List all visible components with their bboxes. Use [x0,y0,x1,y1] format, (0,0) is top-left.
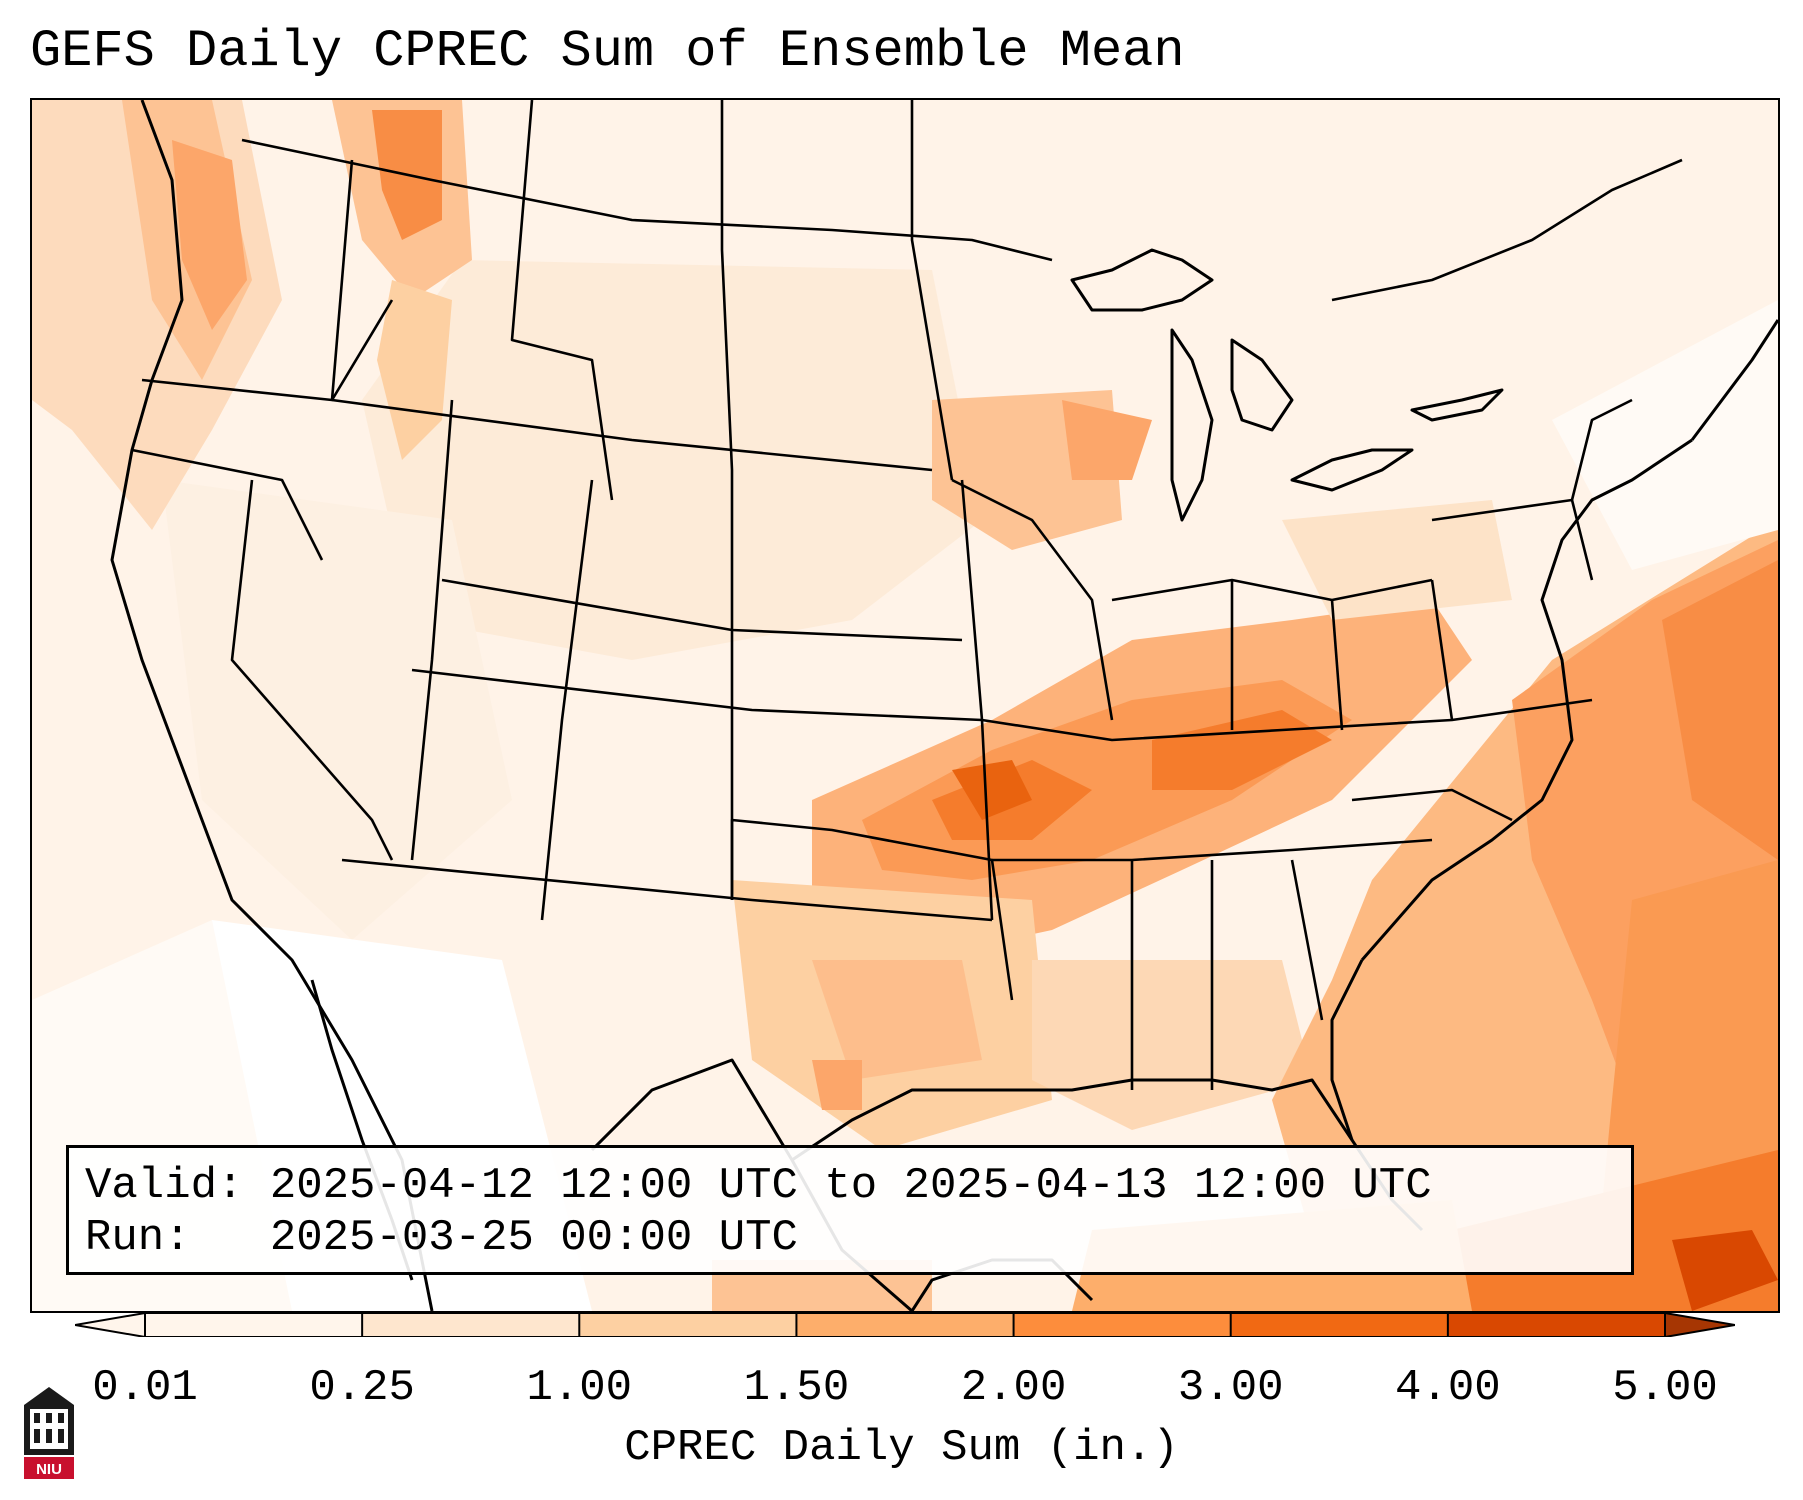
colorbar-tick-label: 3.00 [1177,1363,1284,1413]
colorbar-extend-high [1665,1313,1735,1337]
colorbar-segment [1013,1313,1232,1337]
colorbar-extend-low [75,1313,145,1337]
colorbar-tick-label: 2.00 [960,1363,1067,1413]
colorbar [75,1313,1735,1337]
colorbar-segment [796,1313,1015,1337]
map-title: GEFS Daily CPREC Sum of Ensemble Mean [30,22,1185,81]
colorbar-label: CPREC Daily Sum (in.) [624,1423,1179,1473]
colorbar-tick-label: 4.00 [1395,1363,1501,1413]
colorbar-ticks [144,1313,1666,1337]
colorbar-segment [145,1313,363,1337]
logo-text: NIU [36,1461,62,1478]
state-borders [131,100,1683,1090]
colorbar-tick-label: 1.00 [526,1363,633,1413]
colorbar-tick-label: 1.50 [743,1363,850,1413]
niu-logo-icon: NIU [24,1387,74,1479]
run-time-text: Run: 2025-03-25 00:00 UTC [85,1213,798,1263]
precip-field [32,100,1778,1311]
colorbar-segment [579,1313,797,1337]
valid-run-info-box: Valid: 2025-04-12 12:00 UTC to 2025-04-1… [66,1145,1634,1275]
colorbar-tick-label: 0.01 [92,1363,198,1413]
colorbar-segment [1447,1313,1666,1337]
colorbar-segments [75,1313,1735,1337]
map-panel [30,98,1780,1313]
valid-time-text: Valid: 2025-04-12 12:00 UTC to 2025-04-1… [85,1161,1432,1211]
colorbar-tick-label: 0.25 [309,1363,415,1413]
colorbar-segment [362,1313,580,1337]
precip-map [32,100,1778,1311]
colorbar-tick-label: 5.00 [1612,1363,1718,1413]
colorbar-segment [1230,1313,1449,1337]
